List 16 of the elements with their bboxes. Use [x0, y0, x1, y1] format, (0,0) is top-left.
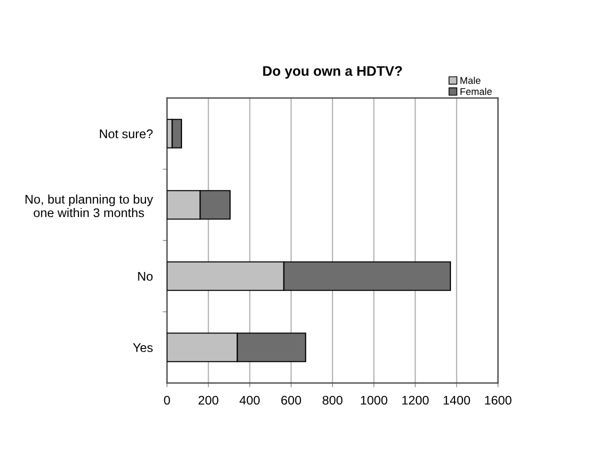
x-tick-label: 400 — [240, 396, 260, 405]
x-tick-label: 0 — [164, 396, 170, 405]
x-tick-label: 1000 — [360, 396, 388, 405]
y-tick-label: Not sure? — [100, 129, 153, 138]
x-tick-label: 1200 — [402, 396, 429, 405]
x-tick-label: 200 — [198, 396, 218, 405]
x-tick-label: 800 — [322, 396, 342, 405]
x-tick-label: 1600 — [485, 396, 512, 405]
legend-label: Male — [460, 76, 480, 84]
x-tick-label: 1400 — [444, 396, 470, 405]
x-tick-label: 600 — [281, 396, 302, 405]
y-tick-label: Yes — [132, 343, 153, 352]
legend-label: Female — [460, 88, 492, 96]
y-tick-label: No, but planning to buy one within 3 months — [26, 194, 154, 218]
chart-title: Do you own a HDTV? — [263, 66, 402, 79]
y-tick-label: No — [138, 272, 153, 281]
